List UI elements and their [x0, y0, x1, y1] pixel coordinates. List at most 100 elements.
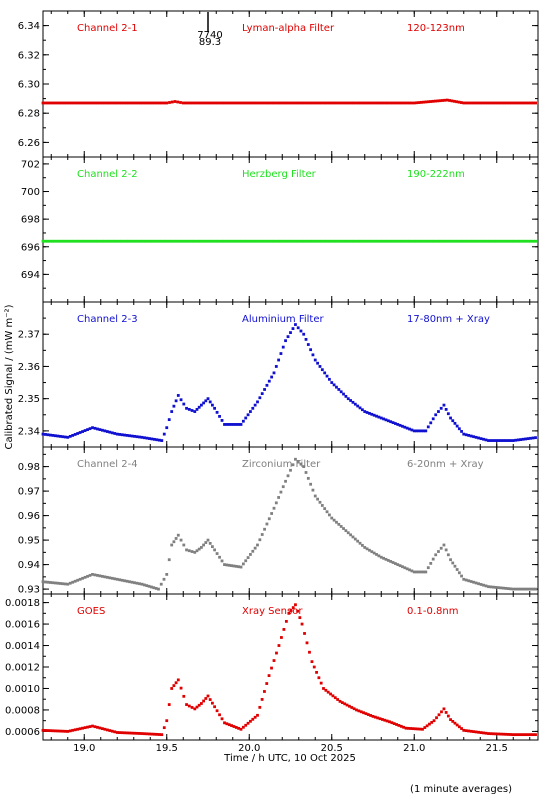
data-point — [204, 697, 208, 700]
data-point — [424, 239, 428, 243]
data-point — [434, 413, 438, 417]
data-point — [252, 101, 256, 105]
data-point — [437, 410, 440, 413]
data-point — [370, 550, 374, 554]
data-point — [344, 394, 348, 398]
data-point — [93, 426, 97, 430]
data-point — [53, 239, 57, 243]
data-point — [323, 101, 326, 105]
data-point — [103, 239, 107, 243]
data-point — [365, 411, 369, 414]
data-point — [225, 423, 229, 426]
data-point — [115, 577, 119, 581]
channel-label: Channel 2-4 — [77, 459, 138, 470]
data-point — [91, 101, 95, 105]
data-point — [41, 580, 45, 584]
data-point — [173, 100, 177, 103]
data-point — [179, 538, 183, 542]
data-point — [455, 568, 459, 571]
y-tick-label: 6.32 — [18, 50, 40, 61]
data-point — [177, 239, 181, 243]
data-point — [56, 581, 60, 585]
panel-2: 694 696 698 700 702 Channel 2-2 Herzberg Filte… — [21, 156, 539, 303]
data-point — [267, 517, 271, 521]
data-point — [70, 239, 73, 243]
data-point — [162, 432, 166, 436]
data-point — [157, 438, 161, 442]
data-point — [58, 729, 62, 733]
data-point — [460, 574, 463, 578]
data-point — [110, 431, 114, 435]
data-point — [61, 582, 65, 586]
data-point — [451, 561, 455, 565]
data-point — [66, 435, 70, 439]
data-point — [362, 711, 365, 715]
data-point — [230, 423, 233, 426]
data-point — [429, 100, 433, 103]
data-point — [63, 239, 66, 243]
data-point — [199, 239, 203, 243]
data-point — [108, 576, 112, 580]
data-point — [478, 239, 482, 243]
data-point — [174, 537, 178, 540]
data-point — [485, 239, 489, 243]
data-point — [441, 99, 444, 102]
data-point — [49, 433, 52, 437]
data-point — [412, 429, 416, 433]
data-point — [311, 353, 315, 357]
data-point — [492, 585, 495, 589]
data-point — [118, 433, 122, 436]
data-point — [98, 574, 102, 578]
data-point — [277, 496, 281, 499]
data-point — [209, 239, 212, 243]
data-point — [258, 705, 262, 709]
data-point — [419, 570, 423, 574]
data-point — [318, 101, 322, 105]
data-point — [322, 687, 325, 690]
data-point — [160, 733, 164, 737]
data-point — [514, 438, 518, 442]
data-point — [495, 239, 499, 243]
data-point — [239, 423, 243, 426]
data-point — [215, 552, 219, 555]
data-point — [427, 239, 431, 243]
data-point — [506, 733, 510, 736]
data-point — [198, 101, 202, 105]
data-point — [319, 681, 323, 685]
data-point — [230, 564, 233, 568]
data-point — [76, 432, 80, 435]
data-point — [481, 101, 485, 105]
data-point — [208, 400, 212, 404]
data-point — [503, 101, 506, 105]
data-point — [68, 434, 72, 438]
data-point — [88, 573, 92, 577]
data-point — [505, 239, 508, 243]
data-point — [257, 239, 261, 243]
data-point — [150, 437, 154, 441]
data-point — [354, 101, 358, 105]
data-point — [383, 239, 387, 243]
data-point — [44, 580, 47, 584]
data-point — [274, 365, 278, 368]
data-point — [347, 239, 351, 243]
data-point — [358, 541, 362, 545]
data-point — [349, 101, 353, 105]
data-point — [304, 471, 308, 474]
data-point — [83, 429, 87, 432]
data-point — [237, 565, 241, 569]
data-point — [467, 434, 471, 437]
data-point — [460, 727, 463, 730]
data-point — [77, 101, 81, 105]
data-point — [376, 101, 380, 105]
data-point — [405, 426, 409, 430]
data-point — [287, 611, 291, 615]
data-point — [527, 101, 530, 105]
data-point — [262, 101, 266, 105]
data-point — [232, 423, 236, 426]
data-point — [452, 99, 456, 103]
data-point — [187, 408, 191, 411]
data-point — [428, 722, 431, 726]
data-point — [448, 99, 452, 102]
data-point — [227, 563, 231, 567]
data-point — [303, 632, 306, 635]
